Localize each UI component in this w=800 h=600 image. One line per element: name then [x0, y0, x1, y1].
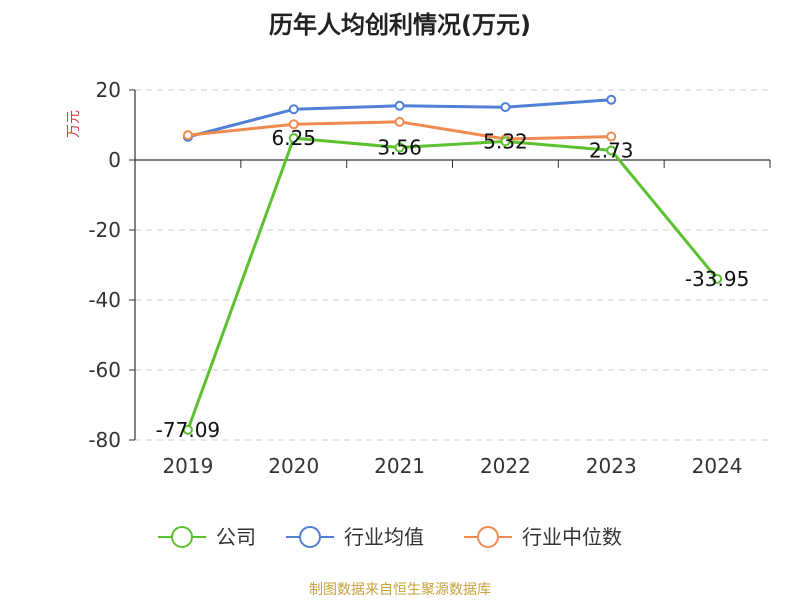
x-tick-label: 2022	[480, 454, 531, 478]
data-point	[394, 142, 405, 153]
data-point	[606, 145, 617, 156]
axes: 20 0 -20 -40 -60 -80 2019 2020 2021 2022 2023 2024	[88, 78, 771, 478]
series	[182, 94, 723, 435]
data-point	[712, 273, 723, 284]
data-point	[500, 102, 511, 113]
legend-marker	[477, 526, 499, 548]
data-point	[606, 131, 617, 142]
data-label: -33.95	[685, 267, 749, 291]
data-label: 5.32	[483, 129, 528, 153]
y-tick-label: -20	[88, 218, 121, 242]
y-tick-label: 20	[96, 78, 121, 102]
data-point	[288, 104, 299, 115]
data-point	[288, 119, 299, 130]
y-tick-label: -40	[88, 288, 121, 312]
y-tick-label: -60	[88, 358, 121, 382]
legend-label: 行业中位数	[522, 525, 622, 549]
source-text: 制图数据来自恒生聚源数据库	[309, 582, 491, 598]
data-label: 6.25	[271, 126, 316, 150]
data-point	[182, 424, 193, 435]
data-label: 3.56	[377, 136, 422, 160]
x-tick-label: 2021	[374, 454, 425, 478]
x-tick-label: 2024	[692, 454, 743, 478]
data-point	[394, 116, 405, 127]
legend-label: 行业均值	[344, 525, 424, 549]
data-point	[182, 130, 193, 141]
legend[interactable]: 公司 行业均值 行业中位数	[158, 525, 622, 549]
data-point	[500, 136, 511, 147]
data-point	[288, 133, 299, 144]
grid	[135, 89, 770, 441]
data-point	[394, 100, 405, 111]
series-line-0	[186, 136, 719, 431]
data-label: 2.73	[589, 138, 634, 162]
chart-title: 历年人均创利情况(万元)	[269, 11, 531, 39]
legend-marker	[299, 526, 321, 548]
legend-label: 公司	[216, 525, 256, 549]
x-tick-label: 2019	[162, 454, 213, 478]
x-tick-label: 2023	[586, 454, 637, 478]
data-point	[606, 94, 617, 105]
data-labels: -77.09 6.25 3.56 5.32 2.73 -33.95	[156, 126, 750, 442]
y-axis-label: 万元	[66, 110, 82, 138]
data-label: -77.09	[156, 418, 220, 442]
legend-marker	[171, 526, 193, 548]
x-tick-label: 2020	[268, 454, 319, 478]
y-tick-label: 0	[108, 148, 121, 172]
y-tick-label: -80	[88, 428, 121, 452]
